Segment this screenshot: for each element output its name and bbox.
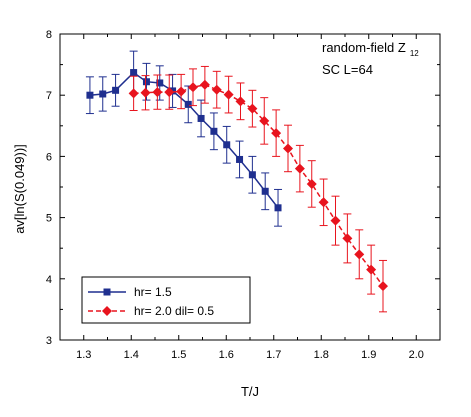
annotation-line2: SC L=64	[322, 62, 373, 77]
data-point-square	[274, 204, 282, 212]
x-tick-label: 1.3	[76, 349, 91, 361]
data-point-square	[99, 90, 107, 98]
annotation-line1: random-field Z 12	[322, 40, 419, 58]
data-point-diamond	[271, 128, 282, 139]
data-point-square	[130, 69, 138, 77]
legend-label-0: hr= 1.5	[134, 285, 172, 299]
series-layer	[85, 50, 388, 313]
data-point-diamond	[247, 103, 258, 114]
x-tick-label: 1.6	[219, 349, 234, 361]
annotation-subscript: 12	[410, 49, 419, 58]
data-point-diamond	[318, 197, 329, 208]
data-point-diamond	[223, 89, 234, 100]
axes: 1.3 1.4 1.5 1.6 1.7 1.8 1.9 2.0 3 4 5 6 7 8	[46, 29, 441, 361]
data-point-diamond	[330, 215, 341, 226]
data-point-square	[197, 114, 205, 122]
x-tick-label: 1.8	[314, 349, 329, 361]
data-point-square	[248, 171, 256, 179]
series-1	[128, 65, 388, 313]
data-point-diamond	[140, 87, 151, 98]
data-point-square	[261, 187, 269, 195]
x-tick-label: 1.9	[361, 349, 376, 361]
legend: hr= 1.5 hr= 2.0 dil= 0.5	[81, 276, 251, 324]
data-point-diamond	[354, 249, 365, 260]
data-point-square	[142, 78, 150, 86]
data-point-square	[210, 127, 218, 135]
data-point-diamond	[128, 88, 139, 99]
data-point-diamond	[176, 86, 187, 97]
legend-label-1: hr= 2.0 dil= 0.5	[134, 304, 214, 318]
data-point-square	[86, 91, 94, 99]
y-tick-label: 3	[46, 335, 52, 347]
data-point-diamond	[235, 96, 246, 107]
series-line-1	[133, 84, 384, 287]
y-tick-label: 4	[46, 274, 52, 286]
y-tick-label: 6	[46, 151, 52, 163]
data-point-diamond	[294, 163, 305, 174]
data-point-diamond	[199, 79, 210, 90]
data-point-square	[236, 155, 244, 163]
data-point-diamond	[283, 143, 293, 154]
y-axis-title: av[ln(S(0.049))]	[12, 144, 27, 234]
data-point-diamond	[366, 264, 377, 275]
data-point-diamond	[164, 87, 175, 98]
x-tick-label: 2.0	[409, 349, 424, 361]
data-point-diamond	[259, 115, 270, 126]
data-point-diamond	[152, 87, 163, 98]
data-point-square	[156, 79, 164, 87]
data-point-square	[223, 141, 231, 149]
y-tick-label: 8	[46, 29, 52, 41]
x-tick-label: 1.4	[124, 349, 139, 361]
data-point-diamond	[342, 233, 353, 244]
y-tick-label: 7	[46, 90, 52, 102]
data-point-square	[112, 86, 120, 94]
data-point-diamond	[188, 82, 198, 93]
y-tick-label: 5	[46, 213, 52, 225]
data-point-diamond	[378, 281, 388, 292]
x-axis-title: T/J	[241, 384, 259, 399]
annotation-main: random-field Z	[322, 40, 406, 55]
legend-box	[81, 276, 251, 324]
series-0	[85, 50, 283, 227]
data-point-square	[184, 100, 192, 108]
data-point-diamond	[211, 84, 222, 95]
data-point-diamond	[306, 178, 317, 189]
x-tick-label: 1.5	[171, 349, 186, 361]
x-tick-label: 1.7	[266, 349, 281, 361]
legend-marker-1	[102, 306, 112, 316]
legend-marker-0	[103, 288, 111, 296]
